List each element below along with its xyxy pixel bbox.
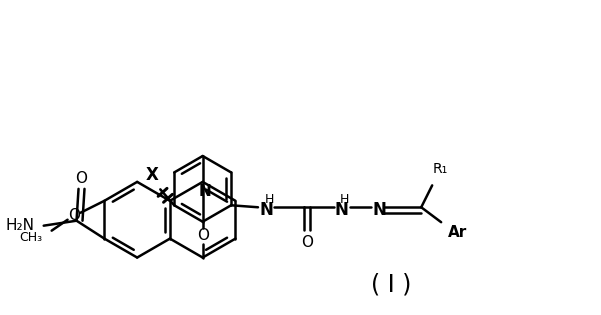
Text: ( I ): ( I ) [371, 272, 411, 296]
Text: R₁: R₁ [433, 163, 448, 176]
Text: N: N [198, 184, 211, 199]
Text: Ar: Ar [447, 225, 467, 240]
Text: O: O [69, 208, 81, 223]
Text: O: O [197, 228, 209, 243]
Text: O: O [300, 235, 313, 249]
Text: O: O [76, 171, 88, 186]
Text: N: N [259, 201, 273, 219]
Text: N: N [335, 201, 349, 219]
Text: N: N [373, 201, 386, 219]
Text: X: X [146, 166, 159, 184]
Text: H: H [340, 193, 349, 206]
Text: CH₃: CH₃ [20, 231, 43, 244]
Text: H: H [264, 193, 273, 206]
Text: H₂N: H₂N [6, 218, 35, 233]
